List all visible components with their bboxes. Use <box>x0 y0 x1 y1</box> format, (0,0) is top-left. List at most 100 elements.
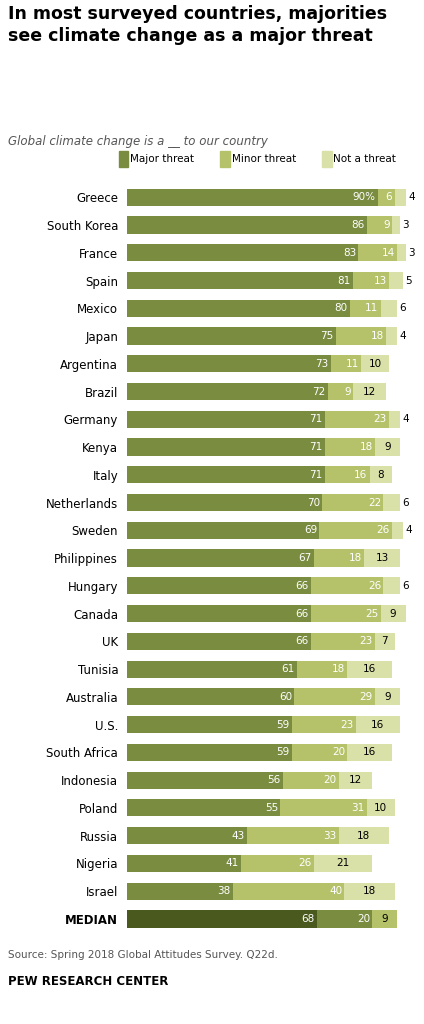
Bar <box>127 383 328 400</box>
Text: 18: 18 <box>349 553 362 563</box>
Bar <box>395 188 406 206</box>
Bar <box>127 355 331 373</box>
Bar <box>347 660 392 678</box>
Bar <box>336 328 386 345</box>
Bar <box>339 827 389 844</box>
Bar <box>319 521 392 539</box>
Text: 66: 66 <box>296 608 309 618</box>
Bar <box>386 328 397 345</box>
Text: 60: 60 <box>279 692 292 701</box>
Bar <box>127 216 367 233</box>
Bar <box>375 633 395 650</box>
Text: 9: 9 <box>390 608 396 618</box>
Text: 4: 4 <box>408 193 415 203</box>
Text: 16: 16 <box>363 748 376 758</box>
Text: 4: 4 <box>405 525 412 536</box>
Text: 55: 55 <box>265 803 278 813</box>
Text: 3: 3 <box>408 248 415 258</box>
Text: 13: 13 <box>374 275 387 286</box>
Text: Global climate change is a __ to our country: Global climate change is a __ to our cou… <box>8 135 268 148</box>
Bar <box>311 605 381 623</box>
Bar <box>369 466 392 483</box>
Bar <box>127 244 358 261</box>
Bar <box>127 827 247 844</box>
Bar <box>127 800 280 816</box>
Bar <box>297 660 347 678</box>
Text: 33: 33 <box>324 830 337 841</box>
Text: 9: 9 <box>382 913 388 924</box>
Text: 23: 23 <box>360 636 373 646</box>
Bar <box>372 910 397 928</box>
Bar <box>392 216 400 233</box>
Bar <box>311 633 375 650</box>
Text: 18: 18 <box>332 665 345 674</box>
Text: 6: 6 <box>399 303 406 313</box>
Bar <box>381 605 406 623</box>
Text: 41: 41 <box>226 858 239 868</box>
Text: 11: 11 <box>346 358 359 369</box>
Text: 9: 9 <box>383 220 390 230</box>
Bar <box>127 883 233 900</box>
Text: 72: 72 <box>312 386 326 396</box>
Bar <box>127 716 292 733</box>
Bar <box>127 910 317 928</box>
Text: 59: 59 <box>276 748 289 758</box>
Bar <box>317 910 372 928</box>
Bar <box>311 578 383 595</box>
Bar <box>397 244 406 261</box>
Bar <box>389 411 400 428</box>
Bar <box>375 438 400 456</box>
Bar <box>361 355 389 373</box>
Text: 8: 8 <box>377 470 384 480</box>
Text: 59: 59 <box>276 720 289 730</box>
Text: 68: 68 <box>301 913 314 924</box>
Bar <box>347 743 392 761</box>
Bar <box>233 883 344 900</box>
Bar <box>292 743 347 761</box>
Bar <box>353 383 386 400</box>
Text: 3: 3 <box>402 220 409 230</box>
Bar <box>328 383 353 400</box>
Bar <box>381 300 397 316</box>
Text: 20: 20 <box>357 913 370 924</box>
Text: 23: 23 <box>340 720 353 730</box>
Bar <box>367 800 395 816</box>
Bar <box>127 300 350 316</box>
Bar <box>356 716 400 733</box>
Bar <box>127 550 314 566</box>
Bar <box>325 438 375 456</box>
Bar <box>127 494 322 511</box>
Bar <box>127 438 325 456</box>
Text: 66: 66 <box>296 581 309 591</box>
Bar <box>378 188 395 206</box>
Text: 18: 18 <box>357 830 371 841</box>
Text: 71: 71 <box>310 470 323 480</box>
Text: 80: 80 <box>335 303 348 313</box>
Text: Source: Spring 2018 Global Attitudes Survey. Q22d.: Source: Spring 2018 Global Attitudes Sur… <box>8 950 278 961</box>
Text: 73: 73 <box>315 358 328 369</box>
Text: 20: 20 <box>332 748 345 758</box>
Text: 23: 23 <box>374 415 387 424</box>
Text: 38: 38 <box>218 886 231 896</box>
Bar <box>358 244 397 261</box>
Text: 18: 18 <box>371 331 384 341</box>
Text: 10: 10 <box>368 358 382 369</box>
Bar <box>339 771 372 788</box>
Text: 75: 75 <box>321 331 334 341</box>
Text: 16: 16 <box>363 665 376 674</box>
Bar <box>127 272 353 289</box>
Text: Not a threat: Not a threat <box>333 154 396 164</box>
Bar <box>383 578 400 595</box>
Text: 70: 70 <box>307 498 320 508</box>
Bar <box>383 494 400 511</box>
Text: 12: 12 <box>349 775 362 785</box>
Text: 26: 26 <box>368 581 381 591</box>
Text: 20: 20 <box>324 775 337 785</box>
Text: 26: 26 <box>298 858 312 868</box>
Text: Major threat: Major threat <box>130 154 194 164</box>
Text: 5: 5 <box>405 275 412 286</box>
Bar <box>127 688 294 706</box>
Text: 56: 56 <box>268 775 281 785</box>
Text: PEW RESEARCH CENTER: PEW RESEARCH CENTER <box>8 975 169 988</box>
Text: 40: 40 <box>329 886 342 896</box>
